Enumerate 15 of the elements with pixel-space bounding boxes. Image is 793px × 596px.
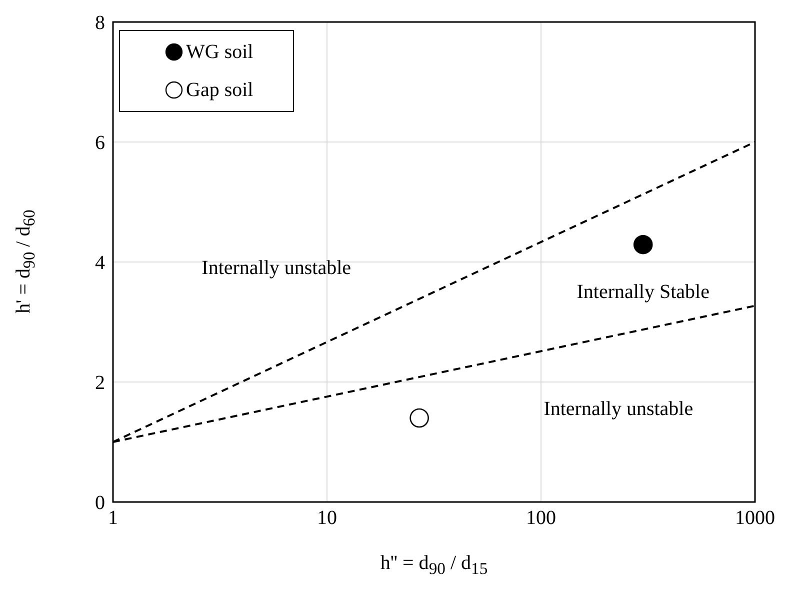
legend-label: WG soil bbox=[186, 40, 254, 64]
x-tick-label: 1 bbox=[108, 507, 118, 530]
x-axis-title: h'' = d$_{90}$ / d$_{15}$ bbox=[379, 552, 489, 579]
annotation: Internally unstable bbox=[202, 257, 352, 279]
annotation: Internally Stable bbox=[576, 281, 710, 303]
y-tick-label: 6 bbox=[95, 132, 105, 154]
x-tick-label: 1000 bbox=[735, 507, 775, 530]
y-tick-label: 8 bbox=[95, 12, 105, 34]
x-tick-label: 10 bbox=[317, 507, 337, 530]
x-tick-label: 100 bbox=[526, 507, 556, 530]
legend-label: Gap soil bbox=[186, 78, 254, 102]
annotation: Internally unstable bbox=[544, 398, 694, 420]
y-tick-label: 0 bbox=[95, 492, 105, 514]
y-tick-label: 4 bbox=[95, 252, 105, 274]
y-tick-label: 2 bbox=[95, 372, 105, 394]
